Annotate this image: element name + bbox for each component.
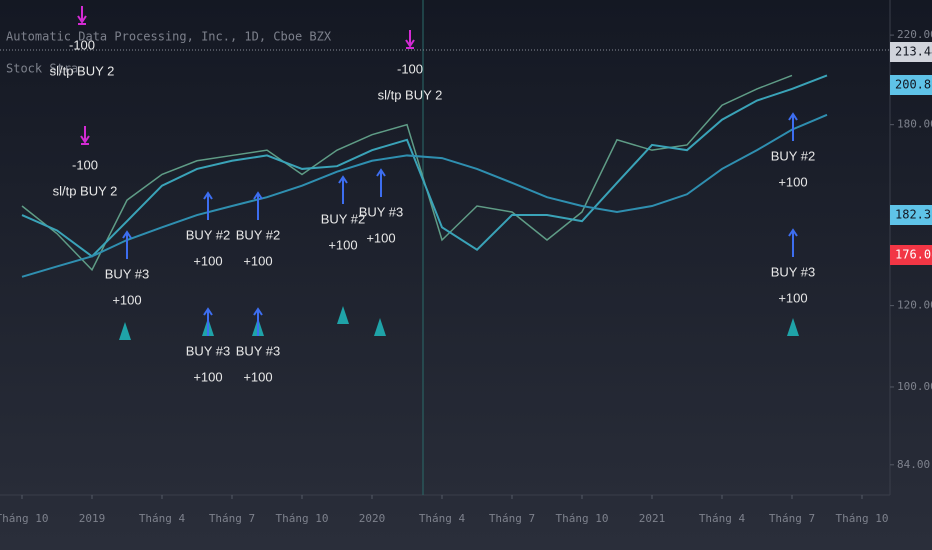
trade-label: BUY #2 xyxy=(771,148,816,163)
y-tick-label: 120.00 xyxy=(897,299,932,312)
trade-label: BUY #3 xyxy=(186,343,231,358)
y-tick-label: 220.00 xyxy=(897,28,932,41)
entry-arrow xyxy=(376,168,386,197)
x-tick-label: Tháng 10 xyxy=(0,512,48,525)
chart-title: Automatic Data Processing, Inc., 1D, Cbo… xyxy=(6,30,332,44)
trade-label: +100 xyxy=(112,292,141,307)
price-tag xyxy=(890,42,932,62)
trade-label: sl/tp BUY 2 xyxy=(378,87,443,102)
trade-label: +100 xyxy=(328,237,357,252)
price-tag-label: 182.31 xyxy=(895,208,932,222)
entry-arrow xyxy=(788,112,798,141)
x-tick-label: Tháng 10 xyxy=(836,512,889,525)
strategy-name: Stock Stra xyxy=(6,62,78,76)
trade-label: -100 xyxy=(72,157,98,172)
trade-label: sl/tp BUY 2 xyxy=(53,183,118,198)
y-tick-label: 84.00 xyxy=(897,458,930,471)
trade-label: BUY #2 xyxy=(321,211,366,226)
entry-arrow xyxy=(338,175,348,204)
price-tag-label: 176.08 xyxy=(895,248,932,262)
trade-label: BUY #3 xyxy=(359,204,404,219)
series-line xyxy=(21,74,793,272)
x-tick-label: Tháng 10 xyxy=(556,512,609,525)
trade-label: -100 xyxy=(69,37,95,52)
trade-label: BUY #2 xyxy=(236,227,281,242)
signal-marker xyxy=(374,318,386,336)
x-tick-label: Tháng 7 xyxy=(769,512,815,525)
trade-label: BUY #2 xyxy=(186,227,231,242)
exit-arrow xyxy=(77,6,87,25)
series-line xyxy=(21,113,828,278)
x-tick-label: 2019 xyxy=(79,512,106,525)
x-tick-label: Tháng 4 xyxy=(419,512,466,525)
trade-label: -100 xyxy=(397,61,423,76)
price-tag-label: 200.82 xyxy=(895,78,932,92)
signal-marker xyxy=(337,306,349,324)
x-tick-label: 2020 xyxy=(359,512,386,525)
trade-label: +100 xyxy=(193,369,222,384)
entry-arrow xyxy=(122,230,132,259)
signal-marker xyxy=(119,322,131,340)
trade-label: BUY #3 xyxy=(771,264,816,279)
x-tick-label: Tháng 4 xyxy=(699,512,746,525)
price-tag xyxy=(890,245,932,265)
trade-label: +100 xyxy=(366,230,395,245)
x-tick-label: Tháng 4 xyxy=(139,512,186,525)
trade-label: sl/tp BUY 2 xyxy=(50,63,115,78)
entry-arrow xyxy=(203,307,213,336)
trade-label: +100 xyxy=(243,369,272,384)
trade-label: +100 xyxy=(778,174,807,189)
price-tag-label: 213.44 xyxy=(895,45,932,59)
trade-label: BUY #3 xyxy=(105,266,150,281)
series-line xyxy=(21,74,828,258)
entry-arrow xyxy=(253,307,263,336)
x-tick-label: Tháng 10 xyxy=(276,512,329,525)
exit-arrow xyxy=(405,30,415,49)
entry-arrow xyxy=(203,191,213,220)
y-tick-label: 180.00 xyxy=(897,118,932,131)
entry-arrow xyxy=(788,228,798,257)
price-tag xyxy=(890,75,932,95)
x-tick-label: Tháng 7 xyxy=(489,512,535,525)
trade-label: +100 xyxy=(243,253,272,268)
signal-marker xyxy=(787,318,799,336)
trade-label: BUY #3 xyxy=(236,343,281,358)
entry-arrow xyxy=(253,191,263,220)
x-tick-label: Tháng 7 xyxy=(209,512,255,525)
exit-arrow xyxy=(80,126,90,145)
trade-label: +100 xyxy=(193,253,222,268)
x-tick-label: 2021 xyxy=(639,512,666,525)
trade-label: +100 xyxy=(778,290,807,305)
price-tag xyxy=(890,205,932,225)
y-tick-label: 100.00 xyxy=(897,380,932,393)
